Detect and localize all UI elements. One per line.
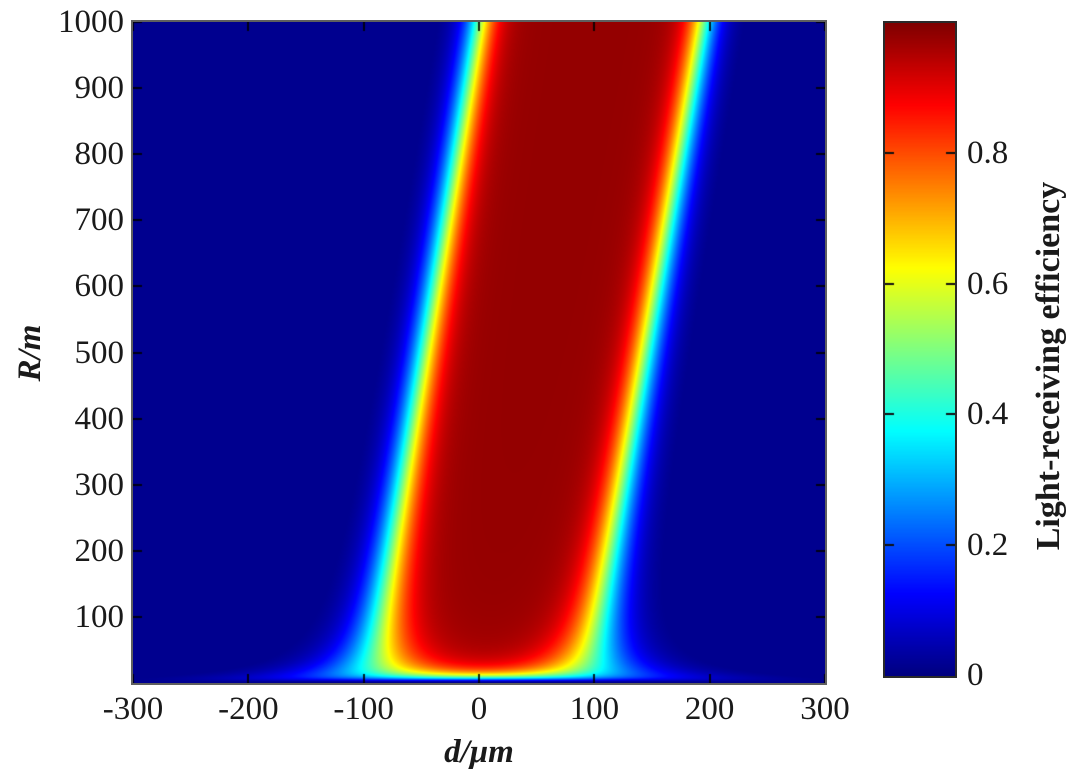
x-tick-label: -100 [333,691,394,727]
x-tick-label: -200 [218,691,279,727]
x-tick-label: 200 [684,691,735,727]
colorbar-tick-label: 0.2 [967,526,1009,563]
y-tick-label: 700 [74,202,125,239]
colorbar-tick-label: 0.8 [967,135,1009,172]
y-tick-label: 300 [74,466,125,503]
y-axis-label: R/m [12,324,48,382]
colorbar-label: Light-receiving efficiency [1030,181,1067,551]
colorbar-tick-label: 0 [967,657,984,693]
y-tick-label: 600 [74,268,125,305]
x-axis-label: d/μm [444,734,514,770]
x-tick-label: 100 [569,691,620,727]
x-tick-label: -300 [102,691,164,727]
y-tick-label: 400 [74,400,125,437]
x-tick-label: 300 [800,691,850,727]
colorbar-tick-label: 0.6 [967,265,1009,302]
heatmap-canvas [133,22,825,683]
colorbar-tick-label: 0.4 [967,396,1009,433]
y-tick-label: 900 [74,70,125,107]
y-tick-label: 200 [74,532,125,569]
y-tick-label: 100 [74,598,125,635]
y-tick-label: 500 [74,334,125,371]
colorbar [885,23,955,676]
y-tick-label: 800 [74,136,125,173]
y-tick-label: 1000 [58,4,124,40]
x-tick-label: 0 [470,691,488,727]
